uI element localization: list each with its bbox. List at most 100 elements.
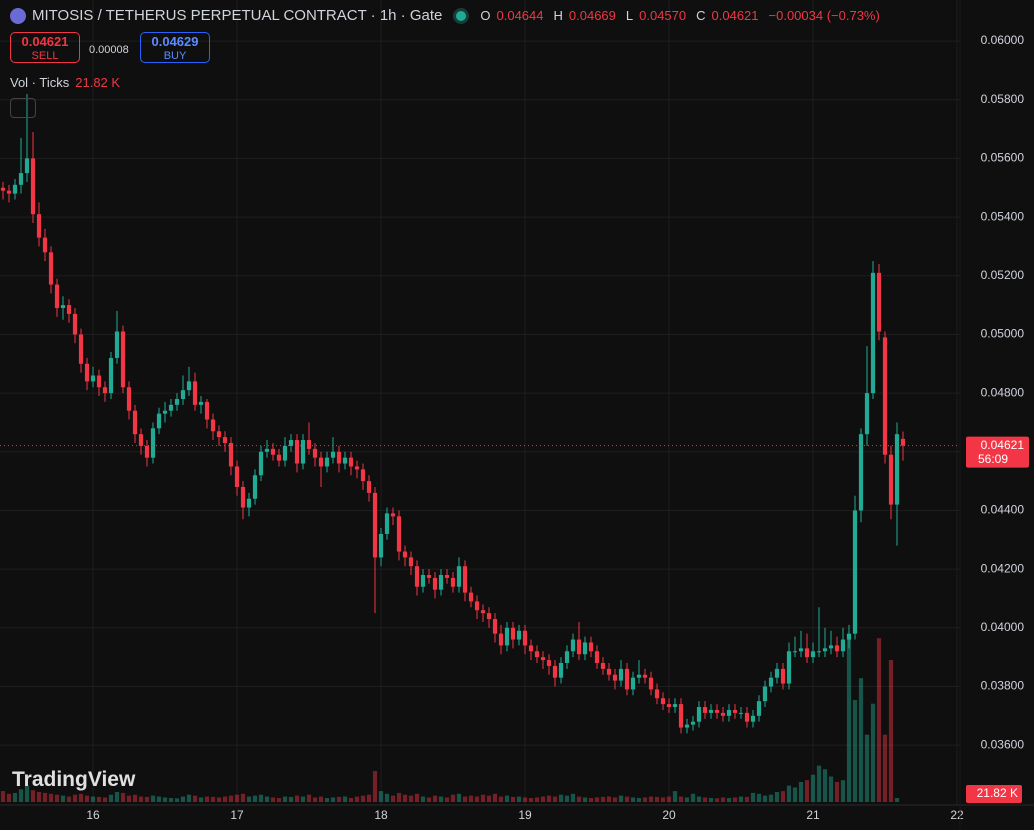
volume-bar: [366, 794, 372, 802]
volume-bar: [210, 796, 216, 802]
volume-bar: [78, 793, 84, 802]
buy-button[interactable]: 0.04629 BUY: [140, 32, 210, 63]
volume-bar: [744, 796, 750, 802]
candle-body: [246, 498, 252, 508]
volume-bar: [876, 638, 882, 802]
candle-body: [30, 158, 36, 215]
volume-bar: [756, 793, 762, 802]
volume-bar: [534, 797, 540, 802]
volume-bar: [708, 797, 714, 802]
x-tick-label: 22: [950, 808, 964, 822]
candle-body: [60, 305, 66, 309]
candle-body: [258, 451, 264, 476]
volume-title: Vol · Ticks: [10, 75, 70, 90]
legend-value: 0.04669: [568, 8, 616, 23]
volume-bar: [852, 700, 858, 802]
candle-body: [108, 357, 114, 394]
volume-bar: [300, 796, 306, 802]
volume-bar: [528, 797, 534, 802]
candle-body: [678, 704, 684, 728]
volume-bar: [114, 791, 120, 802]
volume-bar: [552, 796, 558, 802]
candle-body: [702, 707, 708, 713]
volume-bar: [342, 796, 348, 802]
candle-body: [726, 709, 732, 716]
candle-body: [558, 663, 564, 678]
volume-bar: [204, 796, 210, 802]
candle-body: [144, 445, 150, 458]
volume-bar: [570, 793, 576, 802]
volume-bar: [882, 734, 888, 802]
volume-bar: [438, 796, 444, 802]
legend-value: 0.04621: [711, 8, 759, 23]
volume-bar: [654, 796, 660, 802]
candle-body: [174, 398, 180, 405]
y-tick-label: 0.06000: [981, 33, 1025, 47]
volume-bar: [666, 796, 672, 802]
volume-bar: [168, 797, 174, 802]
y-tick-label: 0.03800: [981, 679, 1025, 693]
candle-body: [312, 448, 318, 458]
volume-bar: [762, 795, 768, 802]
candle-body: [216, 431, 222, 438]
candle-body: [234, 466, 240, 487]
candle-body: [720, 712, 726, 716]
y-tick-label: 0.05000: [981, 327, 1025, 341]
volume-bar: [180, 796, 186, 802]
volume-bar: [426, 797, 432, 802]
volume-bar: [894, 798, 900, 802]
candle-body: [522, 630, 528, 646]
candle-body: [750, 715, 756, 722]
candle-body: [456, 566, 462, 587]
candle-body: [888, 454, 894, 505]
candle-body: [552, 665, 558, 678]
candle-body: [42, 237, 48, 253]
countdown: 56:09: [978, 452, 1008, 466]
volume-bar: [594, 797, 600, 802]
candle-body: [390, 513, 396, 517]
candle-body: [210, 419, 216, 432]
candle-body: [732, 709, 738, 713]
volume-bar: [246, 796, 252, 802]
candle-body: [768, 677, 774, 687]
candle-body: [318, 457, 324, 467]
candle-body: [756, 701, 762, 716]
candle-body: [54, 284, 60, 309]
volume-bar: [462, 796, 468, 802]
y-tick-label: 0.04800: [981, 385, 1025, 399]
collapse-toggle[interactable]: [10, 98, 36, 118]
volume-bar: [792, 787, 798, 802]
candle-body: [870, 272, 876, 394]
volume-bar: [720, 797, 726, 802]
candle-body: [780, 668, 786, 684]
candle-body: [6, 190, 12, 194]
candle-body: [492, 619, 498, 634]
candle-body: [114, 331, 120, 358]
volume-bar: [330, 797, 336, 802]
volume-bar: [432, 795, 438, 802]
candle-body: [282, 445, 288, 461]
candle-body: [744, 712, 750, 722]
sell-label: SELL: [31, 50, 59, 62]
volume-bar: [390, 795, 396, 802]
volume-bar: [714, 798, 720, 802]
sell-button[interactable]: 0.04621 SELL: [10, 32, 80, 63]
volume-bar: [144, 796, 150, 802]
volume-bar: [18, 789, 24, 802]
candle-body: [828, 645, 834, 649]
candle-body: [186, 381, 192, 391]
candle-body: [168, 404, 174, 411]
volume-bar: [540, 796, 546, 802]
candle-body: [444, 575, 450, 578]
volume-bar: [492, 793, 498, 802]
candle-body: [276, 454, 282, 461]
volume-bar: [24, 785, 30, 802]
volume-bar: [60, 795, 66, 802]
candle-body: [78, 334, 84, 364]
candle-body: [102, 387, 108, 394]
spread: 0.00008: [89, 44, 129, 56]
candle-body: [270, 448, 276, 455]
candle-body: [342, 457, 348, 464]
candle-body: [12, 184, 18, 194]
candle-body: [366, 481, 372, 493]
